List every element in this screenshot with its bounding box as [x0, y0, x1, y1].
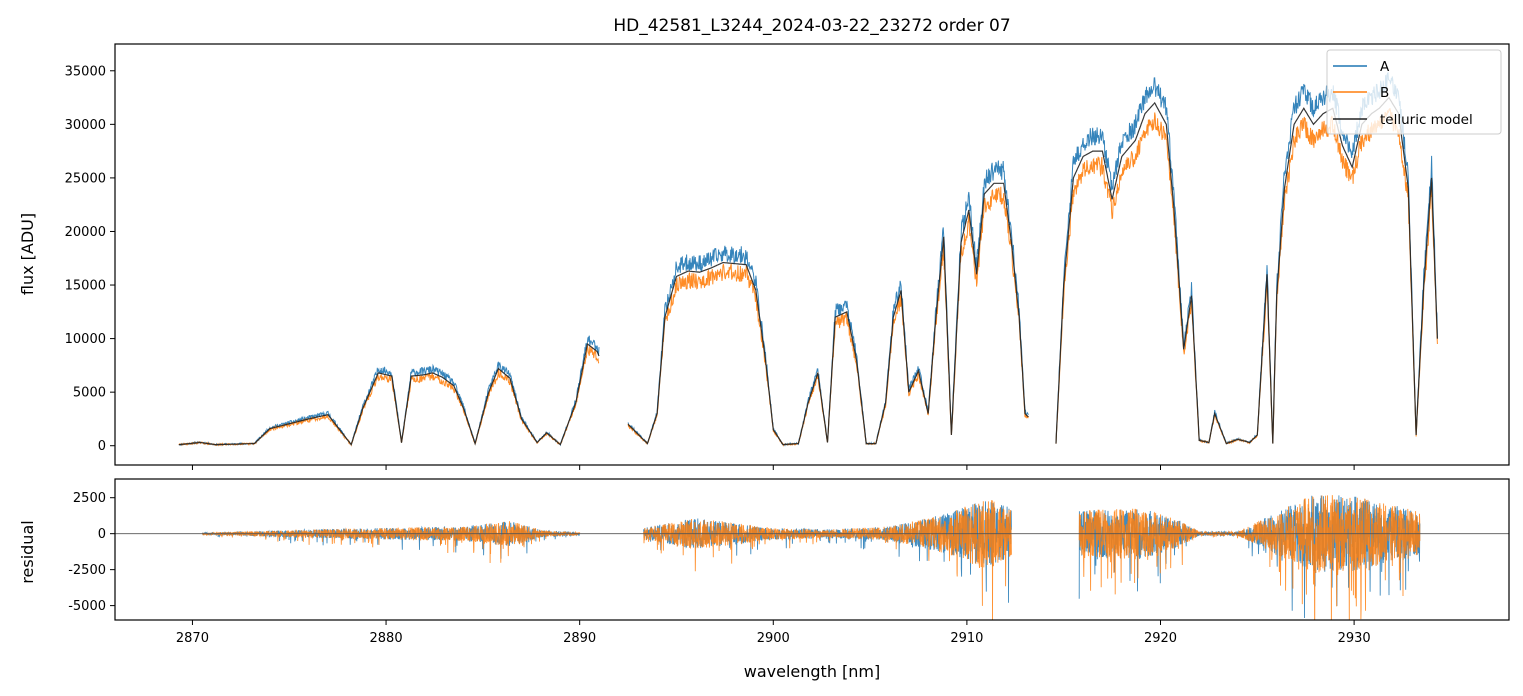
- residual-axes-frame: [114, 478, 1510, 621]
- flux-y-tick-label: 10000: [65, 332, 106, 347]
- flux-y-tick-label: 30000: [65, 118, 106, 133]
- flux-y-tick-label: 20000: [65, 225, 106, 240]
- residual-series: [115, 495, 1509, 620]
- flux-x-ticks: [191, 465, 1355, 470]
- residual-x-tick-label: 2880: [370, 631, 403, 646]
- legend-label-telluric-model: telluric model: [1380, 112, 1473, 128]
- flux-y-ticks: 0 5000 10000 15000 20000 25000 30000 35000: [65, 64, 115, 454]
- residual-x-ticks: 2870 2880 2890 2900 2910 2920 2930: [176, 620, 1371, 646]
- residual-y-tick-label: 2500: [73, 491, 106, 506]
- legend: A B telluric model: [1326, 49, 1502, 135]
- residual-y-tick-label: -5000: [68, 599, 106, 614]
- residual-x-tick-label: 2930: [1338, 631, 1371, 646]
- residual-panel: -5000 -2500 0 2500 2870 2880 2890 2900 2910 2920…: [18, 478, 1510, 681]
- legend-label-a: A: [1380, 59, 1390, 75]
- flux-y-tick-label: 0: [98, 439, 106, 454]
- flux-y-tick-label: 25000: [65, 171, 106, 186]
- residual-y-tick-label: -2500: [68, 563, 106, 578]
- residual-y-axis-label: residual: [18, 520, 37, 583]
- chart-title: HD_42581_L3244_2024-03-22_23272 order 07: [613, 16, 1010, 36]
- x-axis-label: wavelength [nm]: [744, 662, 881, 681]
- flux-y-axis-label: flux [ADU]: [18, 213, 37, 295]
- flux-y-tick-label: 35000: [65, 64, 106, 79]
- residual-x-tick-label: 2890: [563, 631, 596, 646]
- legend-box: [1326, 49, 1502, 135]
- flux-axes-frame: [114, 43, 1510, 466]
- residual-x-tick-label: 2870: [176, 631, 209, 646]
- residual-y-tick-label: 0: [98, 527, 106, 542]
- flux-y-tick-label: 15000: [65, 279, 106, 294]
- flux-y-tick-label: 5000: [73, 386, 106, 401]
- residual-x-tick-label: 2900: [757, 631, 790, 646]
- residual-x-tick-label: 2910: [950, 631, 983, 646]
- residual-y-ticks: -5000 -2500 0 2500: [68, 491, 115, 614]
- flux-panel: 0 5000 10000 15000 20000 25000 30000 35000 flux…: [18, 43, 1510, 470]
- legend-label-b: B: [1380, 85, 1389, 101]
- residual-x-tick-label: 2920: [1144, 631, 1177, 646]
